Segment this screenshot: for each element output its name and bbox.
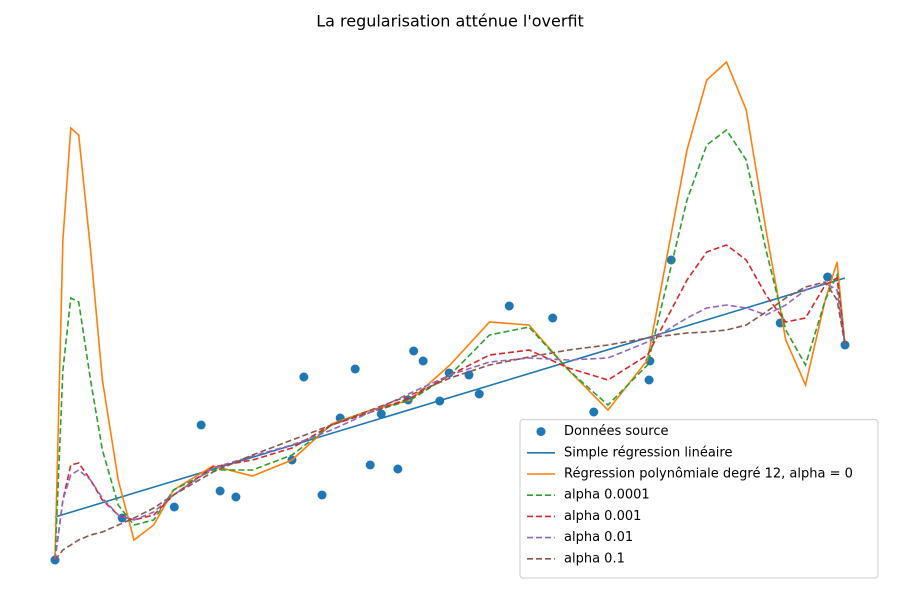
data-point: [418, 356, 428, 366]
data-point: [365, 460, 375, 470]
data-point: [644, 375, 654, 385]
data-point: [589, 407, 599, 417]
legend-label: alpha 0.0001: [564, 488, 650, 503]
data-point: [666, 255, 676, 265]
series-line: [54, 282, 846, 561]
data-point: [317, 490, 327, 500]
legend-label: Données source: [564, 424, 669, 439]
data-point: [464, 370, 474, 380]
legend: Données source Simple régression linéaire…: [519, 419, 879, 579]
legend-label: Simple régression linéaire: [564, 445, 732, 460]
data-point: [823, 272, 833, 282]
legend-label: alpha 0.01: [564, 530, 633, 545]
legend-label: Régression polynômiale degré 12, alpha =…: [564, 467, 853, 482]
series-line: [54, 277, 846, 518]
data-point: [548, 313, 558, 323]
data-point: [169, 502, 179, 512]
legend-box: [519, 419, 879, 579]
series-line: [54, 60, 846, 561]
series-line: [54, 281, 846, 561]
data-point: [409, 346, 419, 356]
data-point: [350, 364, 360, 374]
legend-label: alpha 0.001: [564, 509, 641, 524]
data-point: [299, 372, 309, 382]
chart-title: La regularisation atténue l'overfit: [316, 12, 584, 31]
data-point: [504, 301, 514, 311]
legend-label: alpha 0.1: [564, 551, 625, 566]
series-line: [54, 128, 846, 561]
data-point: [474, 389, 484, 399]
legend-marker: [536, 427, 546, 437]
data-point: [215, 486, 225, 496]
data-point: [393, 464, 403, 474]
data-point: [376, 409, 386, 419]
data-point: [231, 492, 241, 502]
data-point: [196, 420, 206, 430]
